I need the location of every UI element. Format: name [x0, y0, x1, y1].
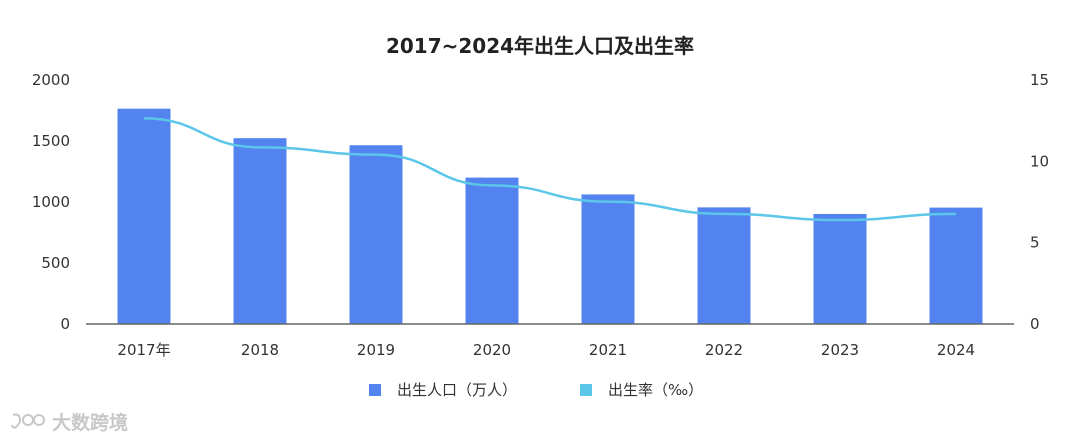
brand-logo-icon: [11, 412, 45, 429]
y-right-tick-label: 5: [1030, 234, 1040, 252]
y-left-tick-label: 1000: [32, 193, 70, 211]
x-tick-label: 2018: [241, 341, 279, 359]
y-left-tick-label: 1500: [32, 132, 70, 150]
legend-swatch-bar: [369, 383, 381, 396]
x-tick-label: 2020: [473, 341, 511, 359]
x-axis: 2017年 2018 2019 2020 2021 2022 2023 2024: [117, 341, 975, 359]
bar-series: [117, 108, 983, 324]
legend-label-birth-rate: 出生率（‰）: [608, 381, 704, 399]
bar: [581, 194, 635, 324]
bar: [813, 213, 867, 324]
bar: [349, 145, 403, 324]
legend-item-birth-rate[interactable]: 出生率（‰）: [580, 379, 703, 400]
y-left-tick-label: 0: [60, 315, 70, 333]
y-right-tick-label: 10: [1030, 152, 1049, 170]
bar: [697, 207, 751, 324]
line-series: [143, 117, 957, 222]
y-left-tick-label: 500: [41, 254, 70, 272]
x-tick-label: 2022: [705, 341, 743, 359]
watermark: 大数跨境: [10, 408, 128, 435]
legend-item-births[interactable]: 出生人口（万人）: [369, 379, 517, 400]
y-right-tick-label: 0: [1030, 315, 1040, 333]
x-tick-label: 2023: [821, 341, 859, 359]
x-tick-label: 2019: [357, 341, 395, 359]
y-right-axis: 0 5 10 15: [1030, 71, 1049, 333]
y-left-tick-label: 2000: [32, 71, 70, 89]
legend: 出生人口（万人） 出生率（‰）: [0, 379, 1080, 401]
bar: [233, 138, 287, 324]
bar: [117, 108, 171, 324]
chart-title: 2017~2024年出生人口及出生率: [385, 34, 695, 58]
bar: [929, 207, 983, 324]
x-tick-label: 2024: [937, 341, 975, 359]
y-left-axis: 0 500 1000 1500 2000: [32, 71, 70, 333]
legend-swatch-line: [580, 383, 592, 396]
legend-label-births: 出生人口（万人）: [397, 381, 518, 399]
x-tick-label: 2017年: [117, 341, 170, 359]
x-tick-label: 2021: [589, 341, 627, 359]
birth-rate-line: [143, 117, 957, 222]
bar: [465, 177, 519, 324]
y-right-tick-label: 15: [1030, 71, 1049, 89]
watermark-text: 大数跨境: [52, 412, 129, 434]
